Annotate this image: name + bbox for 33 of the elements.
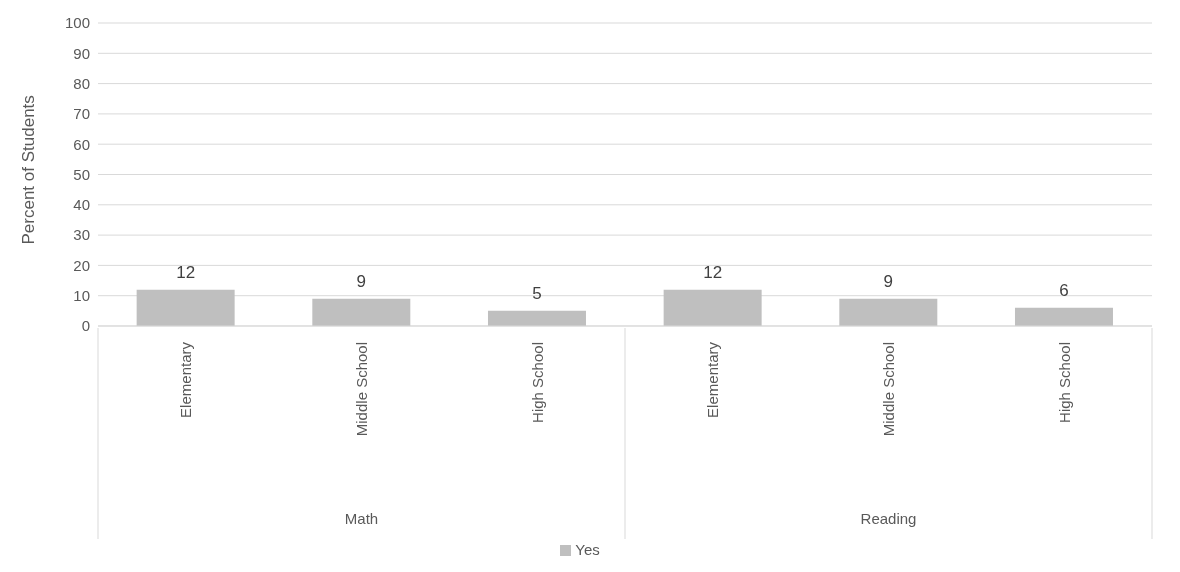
text: Math	[344, 510, 379, 527]
x-tick-label: Middle School	[353, 342, 370, 437]
text: Reading	[860, 510, 917, 527]
y-tick-label: 60	[73, 135, 90, 153]
bar	[136, 289, 235, 326]
y-tick-label: 10	[73, 287, 90, 305]
data-label: 12	[703, 262, 723, 282]
bar	[487, 310, 586, 326]
y-tick-label: 70	[73, 105, 90, 123]
x-tick-label: Elementary	[704, 341, 722, 418]
y-tick-label: 30	[73, 226, 90, 244]
y-tick-label: 90	[73, 44, 90, 62]
x-tick-label: Middle School	[880, 342, 897, 437]
data-label: 6	[1059, 280, 1069, 300]
data-label: 12	[176, 262, 196, 282]
y-tick-label: 0	[81, 317, 90, 335]
bar	[663, 289, 762, 326]
x-tick-label: Elementary	[177, 341, 195, 418]
data-label: 9	[883, 271, 894, 291]
y-tick-label: 40	[73, 196, 90, 214]
y-tick-label: 100	[64, 14, 90, 32]
bar	[1014, 307, 1113, 326]
legend-label: Yes	[575, 541, 600, 558]
data-label: 5	[532, 283, 542, 303]
y-axis-title: Percent of Students	[19, 95, 39, 245]
x-tick-label: High School	[1055, 342, 1073, 423]
y-tick-label: 80	[73, 74, 90, 92]
data-label: 9	[356, 271, 367, 291]
y-tick-label: 20	[73, 256, 90, 274]
bar	[839, 298, 938, 326]
y-tick-label: 50	[73, 165, 90, 183]
x-tick-label: High School	[528, 342, 546, 423]
bar	[312, 298, 411, 326]
